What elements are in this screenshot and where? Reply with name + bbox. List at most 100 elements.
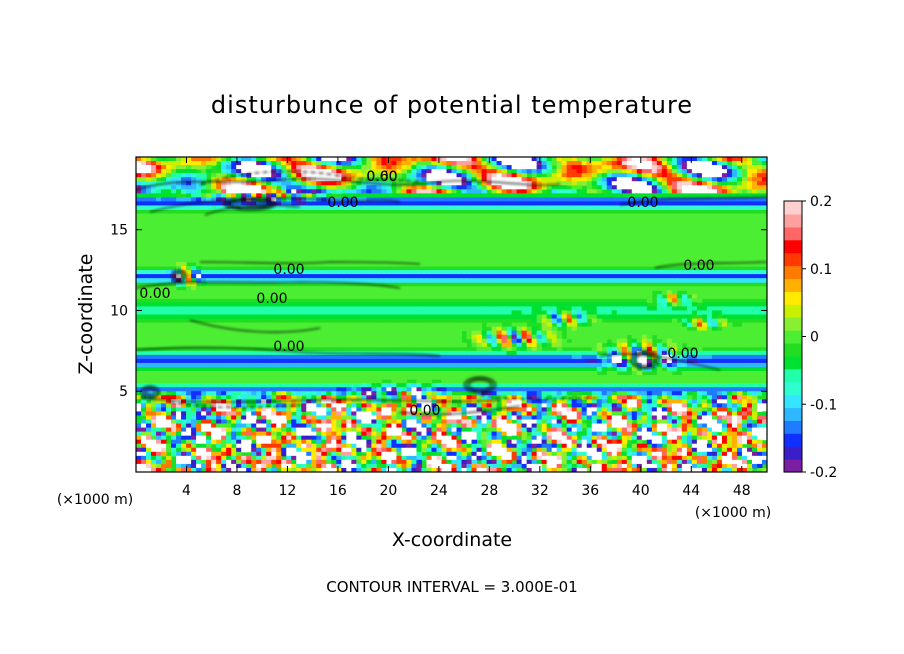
heatmap-cell [741,217,748,223]
heatmap-cell [426,161,432,166]
heatmap-cell [301,274,307,279]
heatmap-cell [696,201,703,206]
heatmap-cell [696,161,703,166]
heatmap-cell [256,161,262,166]
heatmap-cell [371,241,377,247]
heatmap-cell [176,290,182,295]
heatmap-cell [621,157,628,162]
heatmap-cell [326,185,332,190]
heatmap-cell [196,173,202,178]
heatmap-cell [551,197,558,202]
heatmap-cell [451,322,458,328]
heatmap-cell [476,314,483,320]
heatmap-cell [626,330,633,336]
heatmap-cell [546,201,553,206]
heatmap-cell [291,278,297,283]
heatmap-cell [436,233,442,239]
heatmap-cell [416,213,422,219]
heatmap-cell [441,229,447,235]
heatmap-cell [426,229,432,235]
heatmap-cell [351,213,357,219]
heatmap-cell [271,161,277,166]
heatmap-cell [581,217,588,223]
heatmap-cell [691,306,698,311]
heatmap-cell [286,201,292,206]
heatmap-cell [306,165,312,170]
heatmap-cell [641,237,648,243]
heatmap-cell [471,241,478,247]
heatmap-cell [281,310,287,315]
heatmap-cell [491,205,498,210]
heatmap-cell [736,185,743,190]
heatmap-cell [626,193,633,198]
heatmap-cell [676,257,683,263]
heatmap-cell [646,245,653,251]
heatmap-cell [411,294,417,299]
heatmap-cell [301,185,307,190]
heatmap-cell [336,245,342,251]
heatmap-cell [556,169,563,174]
heatmap-cell [741,233,748,239]
heatmap-cell [241,314,247,320]
heatmap-cell [171,334,177,340]
heatmap-cell [431,290,437,295]
heatmap-cell [516,229,523,235]
heatmap-cell [381,245,387,251]
heatmap-cell [426,262,432,267]
heatmap-cell [366,306,372,311]
heatmap-cell [711,302,718,307]
heatmap-cell [161,245,167,251]
heatmap-cell [541,330,548,336]
heatmap-cell [266,241,272,247]
heatmap-cell [311,241,317,247]
heatmap-cell [291,165,297,170]
heatmap-cell [336,237,342,243]
heatmap-cell [141,262,147,267]
heatmap-cell [241,189,247,194]
heatmap-cell [736,330,743,336]
heatmap-cell [761,165,767,170]
heatmap-cell [521,257,528,263]
heatmap-cell [611,245,618,251]
heatmap-cell [376,201,382,206]
heatmap-cell [171,326,177,332]
heatmap-cell [511,169,518,174]
heatmap-cell [276,245,282,251]
heatmap-cell [161,233,167,239]
heatmap-cell [411,189,417,194]
heatmap-cell [681,330,688,336]
heatmap-cell [166,177,172,182]
heatmap-cell [331,330,337,336]
heatmap-cell [616,213,623,219]
heatmap-cell [276,253,282,259]
heatmap-cell [681,193,688,198]
heatmap-cell [276,314,282,320]
heatmap-cell [306,310,312,315]
heatmap-cell [346,302,352,307]
heatmap-cell [501,165,508,170]
heatmap-cell [406,161,412,166]
heatmap-cell [211,189,217,194]
heatmap-cell [736,249,743,255]
heatmap-cell [506,253,513,259]
heatmap-cell [336,177,342,182]
heatmap-cell [246,165,252,170]
heatmap-cell [271,290,277,295]
heatmap-cell [656,189,663,194]
heatmap-cell [506,185,513,190]
heatmap-cell [501,225,508,231]
heatmap-cell [436,262,442,267]
heatmap-cell [376,229,382,235]
heatmap-cell [366,157,372,162]
heatmap-cell [346,310,352,315]
heatmap-cell [646,253,653,259]
heatmap-cell [311,270,317,275]
heatmap-cell [231,253,237,259]
heatmap-cell [546,286,553,291]
heatmap-cell [561,314,568,320]
heatmap-cell [216,249,222,255]
heatmap-cell [336,270,342,275]
heatmap-cell [491,326,498,332]
heatmap-cell [701,181,708,186]
heatmap-cell [181,173,187,178]
